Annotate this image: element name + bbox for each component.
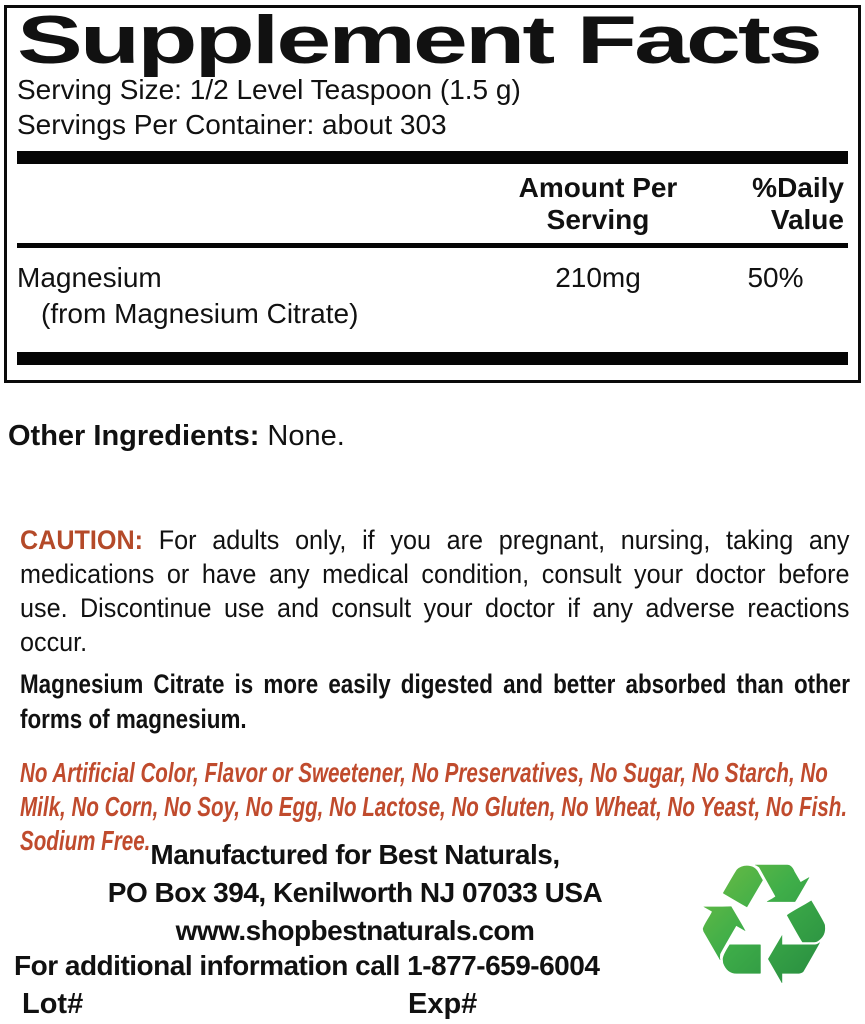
free-of-statement: No Artificial Color, Flavor or Sweetener… [20,757,848,856]
nutrient-name: Magnesium [17,262,162,293]
supplement-facts-panel: Supplement Facts Serving Size: 1/2 Level… [4,5,861,383]
nutrient-name-cell: Magnesium (from Magnesium Citrate) [17,260,493,332]
supplement-facts-title: Supplement Facts [17,2,848,78]
nutrient-daily-value: 50% [747,262,804,293]
manufacturer-block: Manufactured for Best Naturals, PO Box 3… [10,836,700,950]
lot-exp-row: Lot# Exp# [22,988,622,1022]
amount-per-serving-header: Amount Per Serving [518,172,678,235]
caution-label: CAUTION: [20,525,144,555]
nutrient-amount: 210mg [555,262,641,293]
table-row: Magnesium (from Magnesium Citrate) 210mg… [17,248,848,332]
table-top-rule [17,151,848,164]
header-separator-rule [17,243,848,248]
table-bottom-rule [17,352,848,365]
recycle-icon: ♻ [664,838,864,1013]
caution-text: For adults only, if you are pregnant, nu… [20,525,850,657]
info-phone-line: For additional information call 1-877-65… [14,950,600,981]
absorption-note: Magnesium Citrate is more easily digeste… [20,669,850,734]
manufacturer-website: www.shopbestnaturals.com [175,915,535,946]
other-ingredients-line: Other Ingredients: None. [8,420,345,453]
caution-paragraph: CAUTION: For adults only, if you are pre… [20,523,849,659]
lot-label: Lot# [22,988,84,1020]
exp-label: Exp# [408,988,478,1020]
nutrient-source: (from Magnesium Citrate) [41,298,359,329]
serving-size-text: Serving Size: 1/2 Level Teaspoon (1.5 g) [17,74,521,105]
table-header-row: Amount Per Serving %Daily Value [17,164,848,243]
header-spacer [17,172,493,236]
daily-value-header: %Daily Value [752,172,844,235]
other-ingredients-value: None. [267,420,345,452]
other-ingredients-label: Other Ingredients: [8,420,260,452]
manufacturer-address: PO Box 394, Kenilworth NJ 07033 USA [107,877,603,908]
supplement-facts-title-text: Supplement Facts [17,2,823,78]
manufacturer-line: Manufactured for Best Naturals, [150,839,560,870]
servings-per-container-text: Servings Per Container: about 303 [17,109,447,140]
